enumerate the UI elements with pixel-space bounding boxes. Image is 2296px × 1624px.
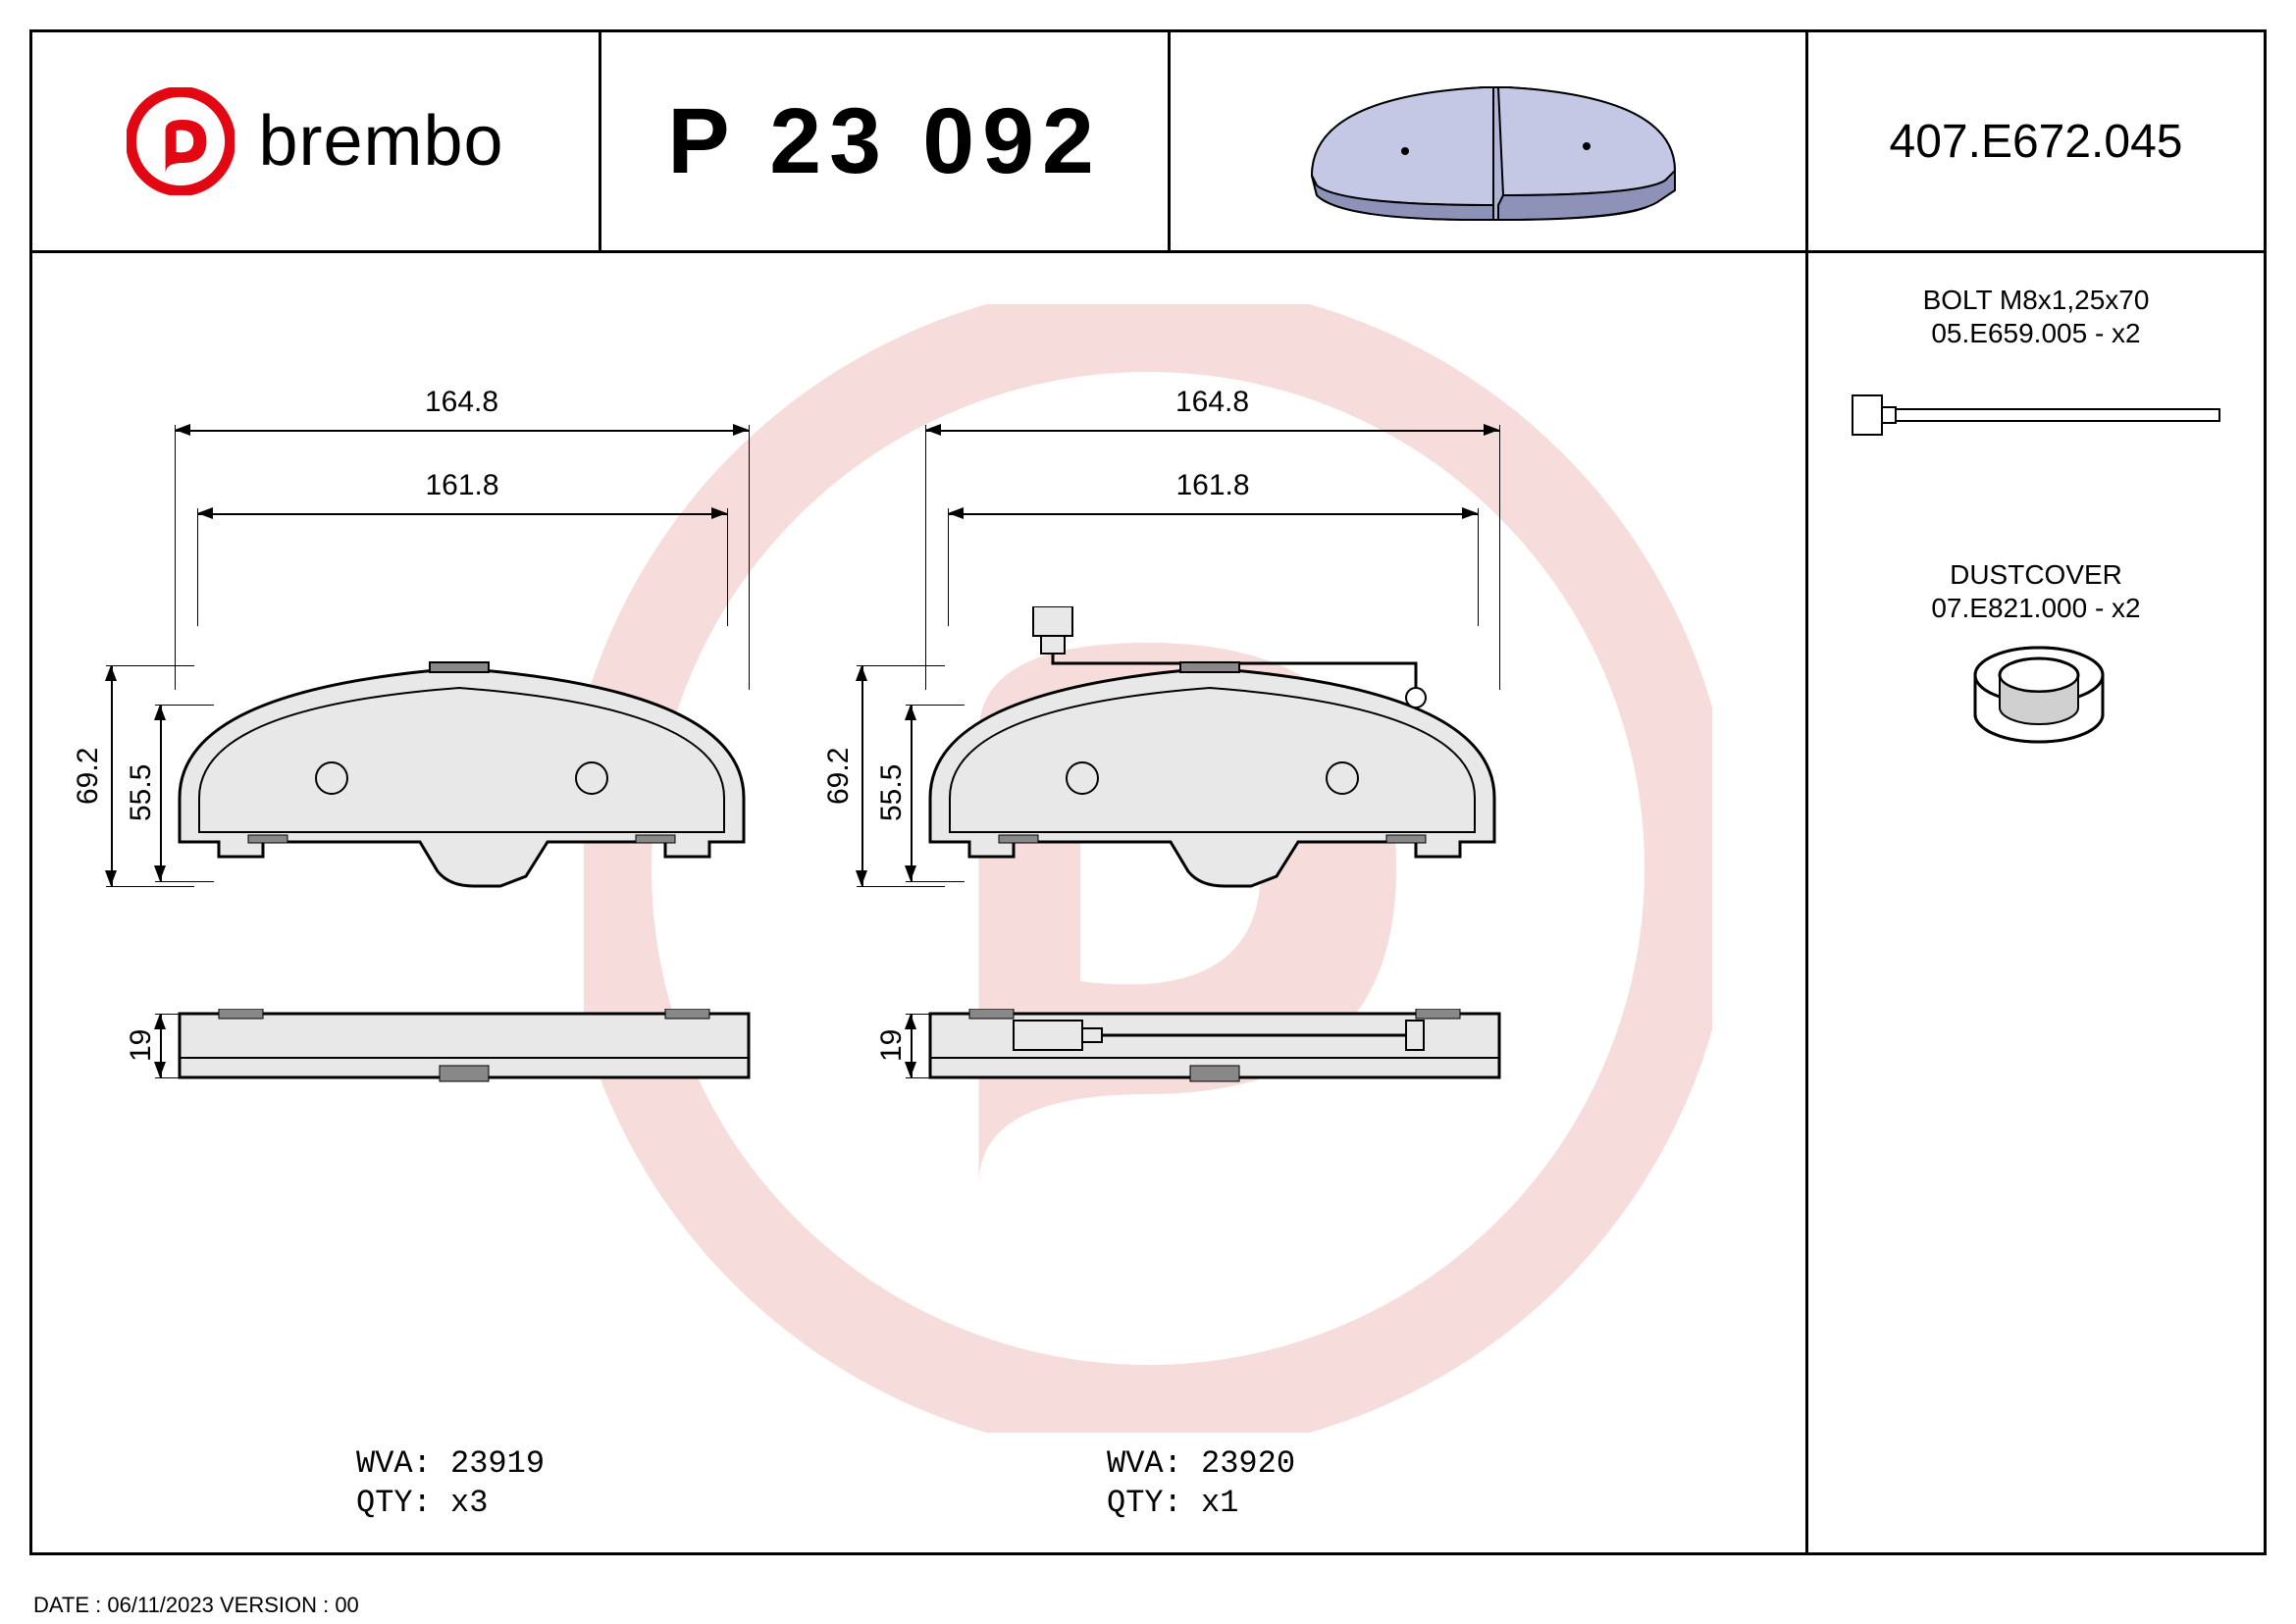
dim-left-thickness: 19 [125,1014,158,1077]
reference-number: 407.E672.045 [1890,115,2183,169]
left-qty: x3 [450,1485,488,1521]
dustcover-title: DUSTCOVER [1808,557,2264,593]
brand-text: brembo [258,101,503,182]
dim-left-height-inner: 55.5 [125,705,158,881]
dustcover-icon [1965,641,2113,749]
header-3d-cell [1171,32,1808,250]
right-qty-label: QTY: [1107,1485,1182,1521]
date-version: DATE : 06/11/2023 VERSION : 00 [33,1593,359,1618]
dim-right-height-inner: 55.5 [875,705,909,881]
pad-left-side [175,1009,754,1082]
header-ref-cell: 407.E672.045 [1808,32,2264,250]
pad-right-face [925,606,1553,896]
header-part-cell: P 23 092 [601,32,1171,250]
right-wva: 23920 [1201,1445,1295,1482]
bolt-title: BOLT M8x1,25x70 [1808,283,2264,318]
dustcover-code: 07.E821.000 - x2 [1808,593,2264,624]
pad-3d-icon [1253,48,1724,235]
dim-right-width-inner: 161.8 [948,469,1478,502]
main-drawing-area: 164.8 161.8 69.2 55.5 [32,253,1805,1552]
dim-right-width-outer: 164.8 [925,386,1499,419]
right-wva-label: WVA: [1107,1445,1182,1482]
dim-left-width-outer: 164.8 [175,386,749,419]
bolt-icon [1848,386,2230,445]
left-wva-label: WVA: [356,1445,432,1482]
bolt-code: 05.E659.005 - x2 [1808,318,2264,349]
dim-right-thickness: 19 [875,1014,909,1077]
dim-right-height-outer: 69.2 [822,665,856,886]
header-row: brembo P 23 092 407.E672.045 [32,32,2264,253]
drawing-sheet: brembo P 23 092 407.E672.045 BOLT M8x1,2… [29,29,2267,1555]
pad-right-side [925,1009,1553,1082]
brembo-logo-icon [127,87,235,195]
left-wva: 23919 [450,1445,545,1482]
header-logo-cell: brembo [32,32,601,250]
right-qty: x1 [1201,1485,1238,1521]
pad-left-face [175,660,754,896]
part-number: P 23 092 [667,88,1102,195]
dim-left-width-inner: 161.8 [197,469,727,502]
left-qty-label: QTY: [356,1485,432,1521]
dim-left-height-outer: 69.2 [72,665,105,886]
accessories-column: BOLT M8x1,25x70 05.E659.005 - x2 DUSTCOV… [1805,253,2264,1552]
